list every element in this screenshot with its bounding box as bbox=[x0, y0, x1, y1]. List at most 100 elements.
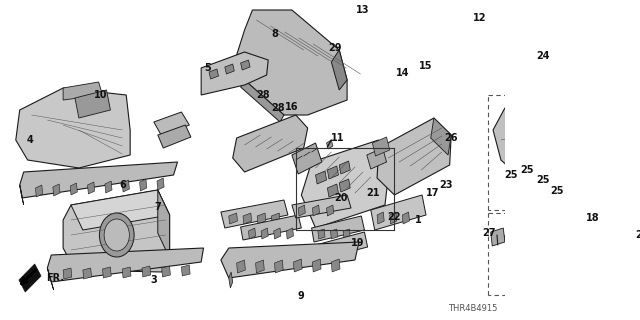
Polygon shape bbox=[292, 143, 322, 174]
Polygon shape bbox=[243, 213, 252, 224]
Polygon shape bbox=[122, 180, 129, 192]
Polygon shape bbox=[544, 178, 552, 188]
Text: 5: 5 bbox=[204, 63, 211, 73]
Polygon shape bbox=[312, 216, 364, 242]
Polygon shape bbox=[140, 179, 147, 191]
Text: 14: 14 bbox=[396, 68, 409, 78]
Polygon shape bbox=[221, 242, 359, 278]
Polygon shape bbox=[294, 259, 302, 272]
Polygon shape bbox=[241, 80, 284, 122]
Polygon shape bbox=[390, 212, 397, 224]
Polygon shape bbox=[326, 140, 333, 149]
Text: 26: 26 bbox=[445, 133, 458, 143]
Polygon shape bbox=[372, 137, 390, 156]
Polygon shape bbox=[47, 248, 204, 282]
Polygon shape bbox=[371, 195, 426, 230]
Polygon shape bbox=[343, 229, 350, 239]
Polygon shape bbox=[275, 260, 284, 273]
Polygon shape bbox=[530, 231, 539, 241]
Polygon shape bbox=[88, 182, 95, 194]
Polygon shape bbox=[491, 228, 505, 246]
Polygon shape bbox=[519, 235, 528, 245]
Text: 25: 25 bbox=[550, 186, 564, 196]
Polygon shape bbox=[312, 259, 321, 272]
Text: 3: 3 bbox=[150, 275, 157, 285]
Text: 17: 17 bbox=[426, 188, 439, 198]
Polygon shape bbox=[318, 229, 325, 239]
Polygon shape bbox=[298, 205, 305, 216]
Polygon shape bbox=[16, 88, 130, 168]
Text: 22: 22 bbox=[388, 212, 401, 222]
Polygon shape bbox=[70, 183, 77, 195]
Text: 6: 6 bbox=[119, 180, 125, 190]
Text: 21: 21 bbox=[366, 188, 380, 198]
Polygon shape bbox=[271, 213, 280, 224]
Polygon shape bbox=[550, 242, 559, 252]
Text: 27: 27 bbox=[483, 228, 496, 238]
Polygon shape bbox=[367, 148, 387, 169]
Polygon shape bbox=[377, 212, 384, 224]
Polygon shape bbox=[241, 215, 301, 240]
Text: 20: 20 bbox=[334, 193, 348, 203]
Polygon shape bbox=[292, 195, 351, 218]
Polygon shape bbox=[181, 265, 190, 276]
Polygon shape bbox=[339, 161, 350, 174]
Polygon shape bbox=[377, 118, 451, 195]
Polygon shape bbox=[228, 213, 237, 224]
Polygon shape bbox=[20, 185, 24, 205]
Polygon shape bbox=[122, 267, 131, 278]
Polygon shape bbox=[83, 268, 92, 279]
Polygon shape bbox=[332, 259, 340, 272]
Text: 28: 28 bbox=[271, 103, 285, 113]
Polygon shape bbox=[339, 179, 350, 192]
Text: 9: 9 bbox=[298, 291, 305, 301]
Text: 8: 8 bbox=[271, 29, 278, 39]
Polygon shape bbox=[556, 188, 563, 198]
Polygon shape bbox=[158, 125, 191, 148]
Polygon shape bbox=[63, 268, 72, 279]
Polygon shape bbox=[157, 178, 164, 190]
Polygon shape bbox=[142, 266, 150, 277]
Polygon shape bbox=[255, 260, 264, 273]
Text: 11: 11 bbox=[331, 133, 344, 143]
Text: FR.: FR. bbox=[45, 273, 64, 283]
Polygon shape bbox=[158, 190, 170, 258]
Text: 2: 2 bbox=[636, 230, 640, 240]
Polygon shape bbox=[71, 190, 170, 230]
Polygon shape bbox=[518, 174, 525, 184]
Circle shape bbox=[99, 213, 134, 257]
Polygon shape bbox=[209, 69, 218, 79]
Polygon shape bbox=[221, 200, 288, 228]
Polygon shape bbox=[403, 212, 410, 224]
Polygon shape bbox=[312, 205, 319, 216]
Polygon shape bbox=[102, 267, 111, 278]
Text: 15: 15 bbox=[419, 61, 433, 71]
Text: 13: 13 bbox=[356, 5, 370, 15]
Polygon shape bbox=[35, 185, 43, 197]
Polygon shape bbox=[105, 181, 112, 193]
Polygon shape bbox=[233, 115, 308, 172]
Text: 4: 4 bbox=[27, 135, 33, 145]
Polygon shape bbox=[19, 264, 41, 292]
Polygon shape bbox=[431, 118, 451, 155]
Polygon shape bbox=[316, 171, 326, 184]
Polygon shape bbox=[237, 260, 245, 273]
Polygon shape bbox=[301, 140, 388, 228]
Polygon shape bbox=[225, 64, 234, 74]
Text: 28: 28 bbox=[256, 90, 269, 100]
Polygon shape bbox=[493, 108, 568, 185]
Text: 16: 16 bbox=[285, 102, 299, 112]
Polygon shape bbox=[154, 112, 189, 136]
Polygon shape bbox=[257, 213, 266, 224]
Text: 25: 25 bbox=[504, 170, 518, 180]
Text: 29: 29 bbox=[328, 43, 342, 53]
Text: 10: 10 bbox=[94, 90, 108, 100]
Polygon shape bbox=[274, 228, 281, 239]
Polygon shape bbox=[532, 168, 540, 178]
Polygon shape bbox=[332, 50, 347, 90]
Polygon shape bbox=[241, 60, 250, 70]
Polygon shape bbox=[63, 190, 170, 272]
Polygon shape bbox=[53, 184, 60, 196]
Polygon shape bbox=[237, 10, 347, 115]
Polygon shape bbox=[503, 215, 568, 262]
